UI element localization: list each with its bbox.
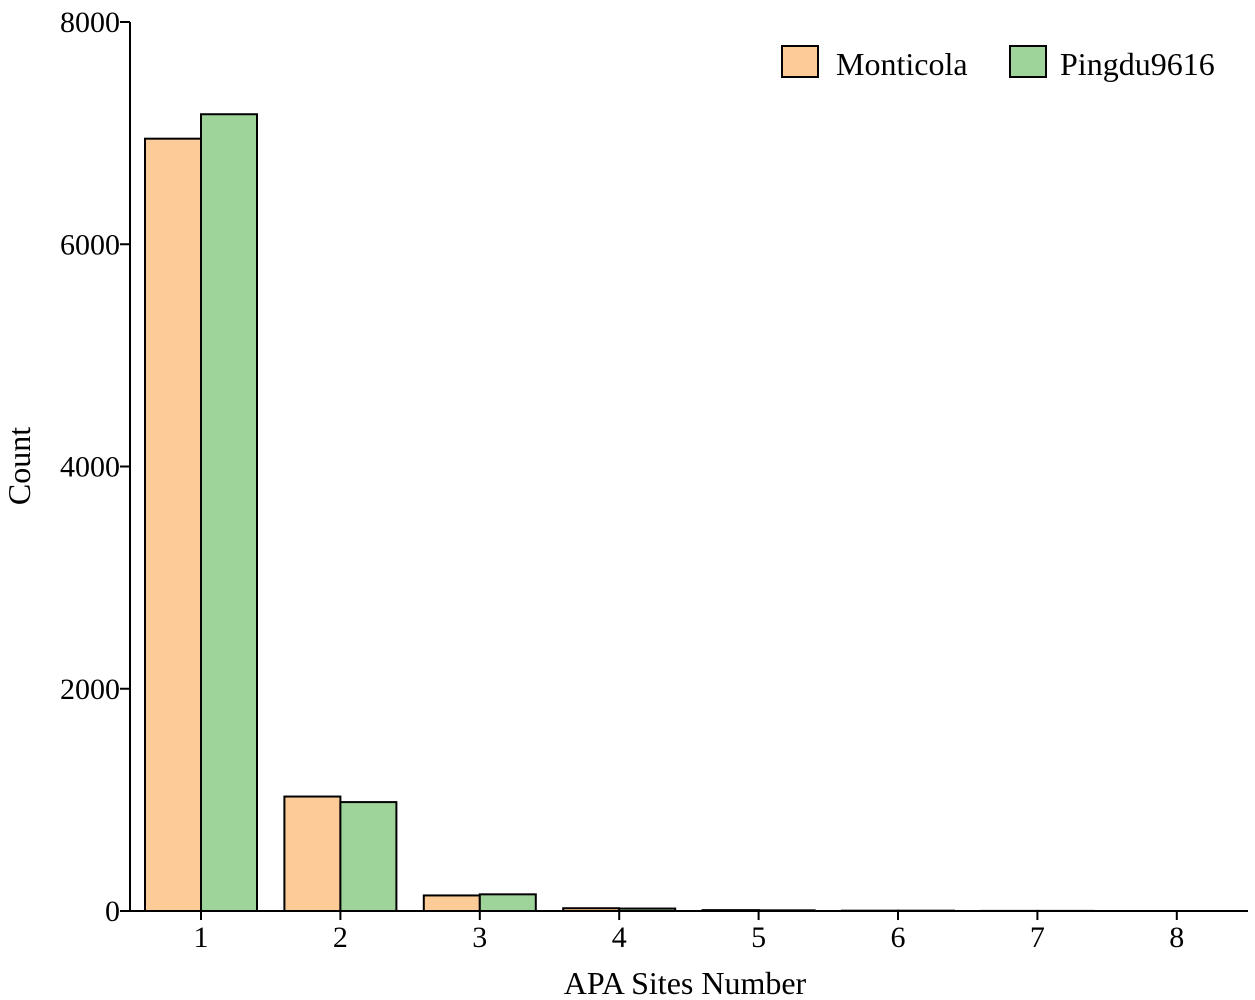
legend-swatch-pingdu9616 [1009,45,1047,78]
legend: Monticola Pingdu9616 [781,45,1215,82]
bar-monticola-3 [422,894,481,913]
x-tick-label: 7 [1030,921,1045,954]
bar-pingdu9616-2 [339,801,398,912]
x-tick-label: 4 [612,921,627,954]
x-tick-label: 2 [333,921,348,954]
x-axis-label: APA Sites Number [564,965,807,1000]
legend-label-pingdu9616: Pingdu9616 [1060,46,1215,82]
y-axis-label: Count [1,427,37,505]
legend-swatch-monticola [781,45,819,78]
x-tick-label: 1 [194,921,209,954]
y-tick-label: 0 [105,895,120,928]
bars-layer [144,113,1095,913]
y-tick-label: 4000 [60,451,120,484]
bar-monticola-2 [283,795,342,913]
y-tick-label: 2000 [60,673,120,706]
axes-layer [129,22,1248,912]
y-tick-label: 6000 [60,228,120,261]
y-tick-label: 8000 [60,6,120,39]
x-tick-label: 8 [1169,921,1184,954]
x-ticks: 1 2 3 4 5 6 7 8 [194,911,1184,954]
y-ticks: 0 2000 4000 6000 8000 [60,6,130,928]
legend-label-monticola: Monticola [836,46,968,82]
bar-monticola-1 [144,137,202,912]
bar-pingdu9616-3 [478,893,537,912]
x-tick-label: 3 [472,921,487,954]
x-tick-label: 5 [751,921,766,954]
x-tick-label: 6 [891,921,906,954]
bar-pingdu9616-1 [200,113,258,912]
